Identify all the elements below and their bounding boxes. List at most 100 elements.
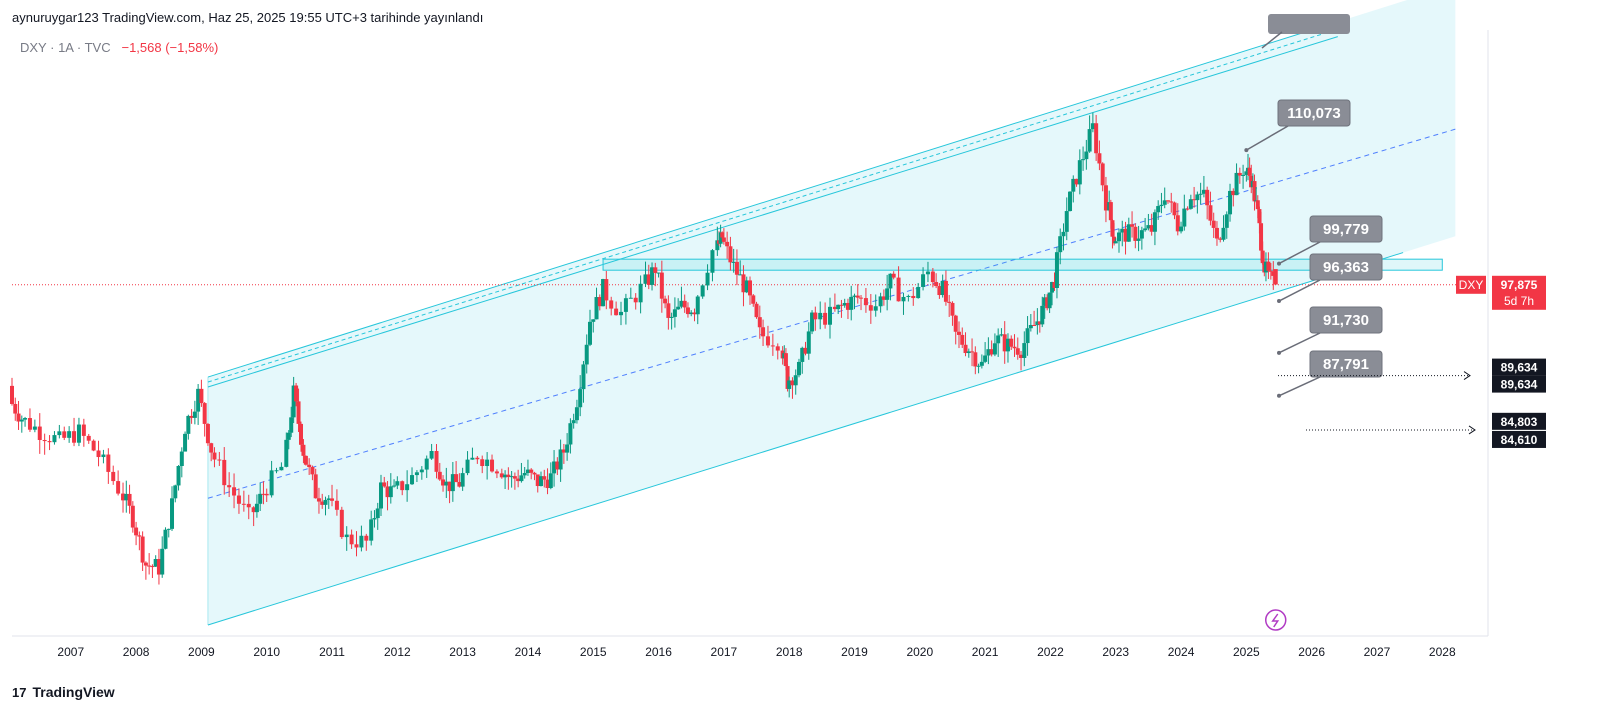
candle-body bbox=[349, 534, 354, 545]
candle-body bbox=[906, 295, 911, 297]
candle-body bbox=[597, 297, 602, 307]
candle-body bbox=[227, 485, 232, 488]
candle-body bbox=[1228, 190, 1233, 215]
candle-body bbox=[13, 403, 18, 414]
candle-body bbox=[1152, 212, 1157, 232]
candle-body bbox=[1050, 282, 1055, 293]
candle-body bbox=[269, 470, 274, 496]
candle-body bbox=[555, 461, 560, 470]
candle-body bbox=[950, 302, 955, 316]
candle-body bbox=[721, 237, 726, 242]
candle-body bbox=[921, 274, 926, 287]
candle-body bbox=[1234, 172, 1239, 196]
candle-body bbox=[574, 407, 579, 421]
candle-body bbox=[656, 272, 661, 274]
callout-box bbox=[1309, 350, 1383, 378]
callout-pointer bbox=[1245, 125, 1289, 151]
candle-body bbox=[881, 296, 886, 300]
right-axis-label: 89,634 bbox=[1501, 378, 1538, 392]
candle-body bbox=[828, 306, 833, 325]
interval: 1A bbox=[58, 40, 74, 55]
candle-body bbox=[1231, 190, 1236, 196]
candle-body bbox=[689, 312, 694, 315]
candle-body bbox=[330, 498, 335, 501]
candle-body bbox=[1237, 172, 1242, 176]
candle-body bbox=[382, 482, 387, 487]
projection-arrowhead bbox=[1468, 425, 1476, 435]
candle-body bbox=[1241, 174, 1246, 176]
candle-body bbox=[414, 472, 419, 476]
candle-body bbox=[679, 300, 684, 307]
candle-body bbox=[106, 454, 111, 472]
candle-body bbox=[1022, 343, 1027, 358]
candle-body bbox=[1123, 228, 1128, 242]
x-tick-label: 2023 bbox=[1102, 645, 1129, 659]
candle-body bbox=[91, 440, 96, 451]
callout-label: 87,791 bbox=[1323, 356, 1369, 373]
callout-anchor bbox=[1277, 350, 1282, 355]
x-tick-label: 2007 bbox=[57, 645, 84, 659]
candle-body bbox=[429, 451, 434, 459]
candle-body bbox=[571, 420, 576, 424]
candle-body bbox=[232, 487, 237, 496]
candle-body bbox=[1214, 227, 1219, 239]
candle-body bbox=[1139, 230, 1144, 239]
candle-body bbox=[529, 469, 534, 473]
candle-body bbox=[578, 389, 583, 408]
candle-body bbox=[666, 303, 671, 318]
candle-body bbox=[475, 457, 480, 460]
candle-body bbox=[989, 349, 994, 355]
candle-body bbox=[354, 544, 359, 548]
candle-body bbox=[291, 385, 296, 418]
candle-body bbox=[976, 365, 981, 367]
candle-body bbox=[775, 346, 780, 351]
publish-info: aynuruygar123 TradingView.com, Haz 25, 2… bbox=[12, 10, 484, 25]
candle-body bbox=[96, 450, 101, 458]
candle-body bbox=[1252, 181, 1257, 202]
candle-body bbox=[1260, 250, 1265, 264]
callout-pointer bbox=[1278, 376, 1321, 397]
candle-body bbox=[966, 351, 971, 354]
callout-anchor bbox=[1244, 148, 1249, 153]
candle-body bbox=[1028, 324, 1033, 329]
candle-body bbox=[72, 431, 77, 443]
candle-body bbox=[320, 501, 325, 505]
candle-body bbox=[973, 352, 978, 367]
candle-body bbox=[891, 273, 896, 278]
candle-body bbox=[1133, 226, 1138, 241]
candle-body bbox=[1117, 232, 1121, 242]
candle-body bbox=[1271, 271, 1276, 276]
callout-pointer bbox=[1278, 241, 1321, 265]
candle-body bbox=[1040, 305, 1045, 325]
candle-body bbox=[156, 559, 161, 575]
channel-upper-line-2 bbox=[207, 36, 1338, 388]
candle-body bbox=[1052, 282, 1057, 288]
candle-body bbox=[1081, 159, 1086, 161]
candle-body bbox=[130, 505, 135, 528]
candle-body bbox=[803, 347, 808, 354]
candle-body bbox=[986, 349, 991, 356]
candle-body bbox=[419, 469, 424, 473]
candle-body bbox=[818, 312, 823, 320]
candle-body bbox=[979, 361, 984, 366]
candle-body bbox=[189, 415, 194, 418]
candle-body bbox=[653, 267, 658, 273]
candle-body bbox=[885, 288, 890, 300]
candle-body bbox=[166, 528, 171, 530]
x-tick-label: 2016 bbox=[645, 645, 672, 659]
candle-body bbox=[1100, 163, 1105, 186]
lightning-icon-bolt bbox=[1271, 613, 1280, 628]
candle-body bbox=[672, 309, 677, 317]
candle-body bbox=[836, 304, 841, 310]
candle-body bbox=[1143, 228, 1148, 231]
candle-body bbox=[1071, 178, 1076, 192]
candle-body bbox=[646, 274, 651, 285]
candle-body bbox=[470, 457, 475, 460]
candle-body bbox=[57, 431, 62, 436]
candle-body bbox=[326, 498, 331, 500]
candle-body bbox=[27, 418, 32, 430]
candle-body bbox=[963, 344, 968, 354]
candle-body bbox=[236, 495, 241, 504]
candle-body bbox=[1126, 224, 1131, 242]
